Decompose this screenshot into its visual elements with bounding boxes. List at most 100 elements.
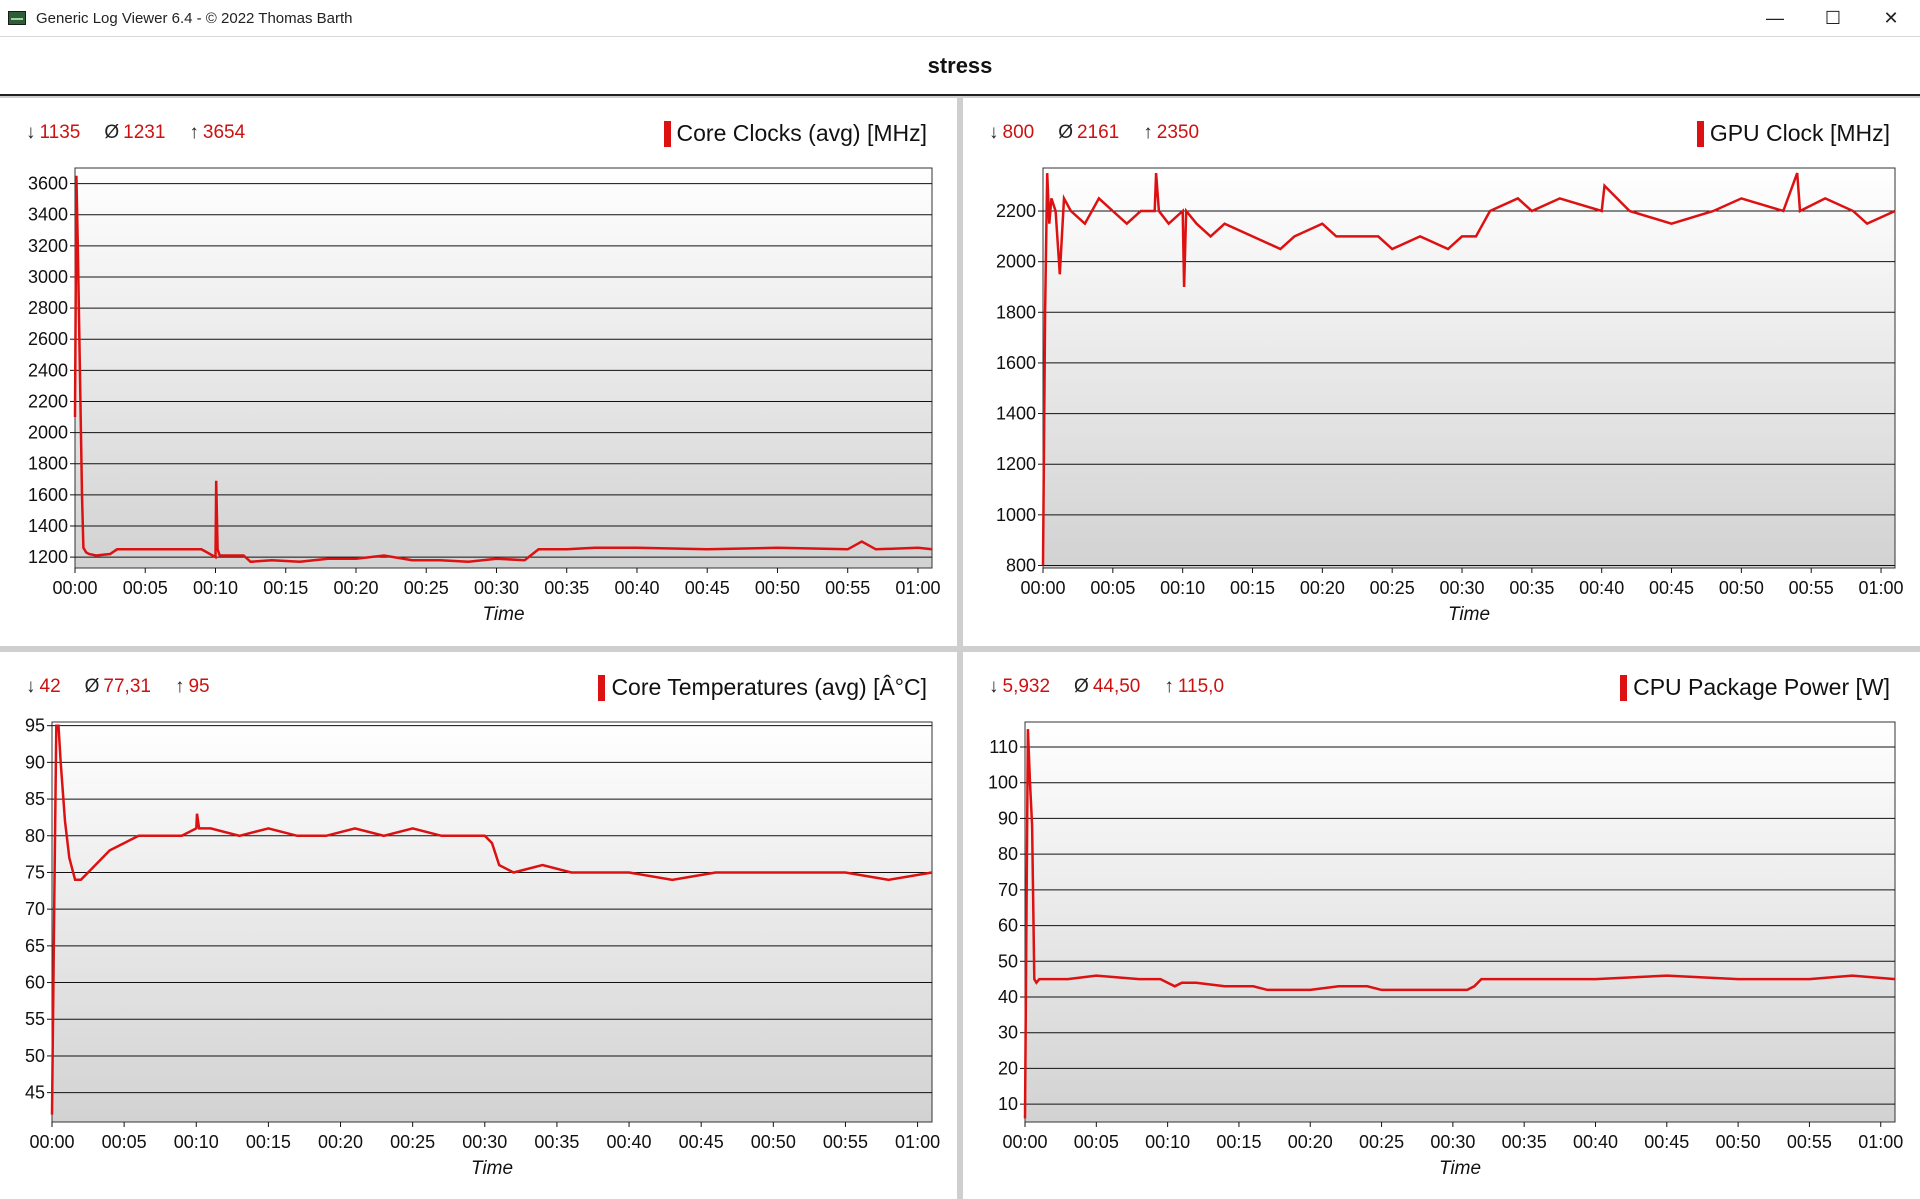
stat-max: ↑ 2350 — [1143, 122, 1199, 144]
stat-max-symbol: ↑ — [1164, 676, 1174, 697]
y-tick-label: 2600 — [28, 329, 68, 349]
y-tick-label: 2800 — [28, 298, 68, 318]
chart-title: Core Clocks (avg) [MHz] — [676, 120, 927, 146]
x-tick-label: 00:35 — [1509, 578, 1554, 598]
stats-row: ↓ 800 Ø 2161 ↑ 2350 — [989, 122, 1223, 144]
series-line — [1023, 729, 1896, 1119]
series-label: CPU Package Power [W] — [1620, 674, 1890, 701]
y-tick-label: 1800 — [996, 302, 1036, 322]
y-tick-label: 70 — [25, 899, 45, 919]
y-tick-label: 70 — [998, 880, 1018, 900]
x-tick-label: 00:00 — [52, 578, 97, 598]
stat-min: ↓ 42 — [26, 676, 61, 698]
y-tick-label: 800 — [1006, 555, 1036, 575]
series-color-swatch — [1696, 120, 1704, 147]
y-tick-label: 50 — [25, 1046, 45, 1066]
x-tick-label: 00:25 — [1370, 578, 1415, 598]
x-tick-label: 00:05 — [1074, 1132, 1119, 1152]
window-controls: — ☐ ✕ — [1746, 0, 1920, 36]
x-tick-label: 00:05 — [123, 578, 168, 598]
y-tick-label: 45 — [25, 1083, 45, 1103]
y-tick-label: 30 — [998, 1023, 1018, 1043]
stat-min-symbol: ↓ — [26, 122, 36, 143]
series-label: GPU Clock [MHz] — [1696, 120, 1890, 147]
y-tick-label: 2000 — [996, 252, 1036, 272]
y-tick-label: 60 — [25, 973, 45, 993]
stat-min: ↓ 800 — [989, 122, 1034, 144]
maximize-button[interactable]: ☐ — [1824, 7, 1842, 28]
x-tick-label: 00:15 — [1230, 578, 1275, 598]
x-tick-label: 00:50 — [751, 1132, 796, 1152]
x-tick-label: 00:30 — [1430, 1132, 1475, 1152]
x-tick-label: 00:00 — [1002, 1132, 1047, 1152]
x-tick-label: 00:50 — [755, 578, 800, 598]
x-tick-label: 00:25 — [1359, 1132, 1404, 1152]
minimize-button[interactable]: — — [1766, 7, 1784, 28]
y-tick-label: 90 — [25, 752, 45, 772]
stat-avg-symbol: Ø — [104, 122, 120, 143]
window-title: Generic Log Viewer 6.4 - © 2022 Thomas B… — [36, 9, 353, 27]
y-tick-label: 1400 — [28, 516, 68, 536]
y-tick-label: 1600 — [28, 485, 68, 505]
y-tick-label: 40 — [998, 987, 1018, 1007]
x-axis-label: Time — [471, 1158, 513, 1179]
plot-svg: 800 1000 1200 1400 1600 1800 2000 2200 00:00 00:0… — [996, 167, 1904, 625]
x-tick-label: 00:40 — [614, 578, 659, 598]
stat-min: ↓ 5,932 — [989, 676, 1050, 698]
y-tick-label: 1800 — [28, 454, 68, 474]
stat-min-value: 42 — [39, 676, 61, 697]
stat-avg: Ø 2161 — [1058, 122, 1119, 144]
plot-area — [74, 167, 933, 569]
stats-row: ↓ 5,932 Ø 44,50 ↑ 115,0 — [989, 676, 1248, 698]
y-tick-label: 1000 — [996, 505, 1036, 525]
stat-avg-value: 1231 — [123, 122, 166, 143]
stat-avg-symbol: Ø — [1058, 122, 1073, 143]
x-axis-label: Time — [1448, 604, 1490, 625]
y-tick-label: 80 — [25, 826, 45, 846]
y-tick-label: 60 — [998, 916, 1018, 936]
y-tick-label: 1600 — [996, 353, 1036, 373]
x-axis-label: Time — [1439, 1158, 1481, 1179]
y-tick-label: 2400 — [28, 360, 68, 380]
x-tick-label: 00:40 — [607, 1132, 652, 1152]
plot-svg: 1200 1400 1600 1800 2000 2200 2400 2600 2800 3000… — [28, 167, 940, 625]
x-tick-label: 00:50 — [1716, 1132, 1761, 1152]
x-tick-label: 00:45 — [1644, 1132, 1689, 1152]
series-label: Core Clocks (avg) [MHz] — [663, 120, 927, 147]
x-tick-label: 00:15 — [263, 578, 308, 598]
stat-min: ↓ 1135 — [26, 122, 80, 144]
y-tick-label: 20 — [998, 1058, 1018, 1078]
stat-min-symbol: ↓ — [989, 122, 999, 143]
x-tick-label: 00:30 — [474, 578, 519, 598]
y-tick-label: 1200 — [28, 547, 68, 567]
x-tick-label: 01:00 — [1858, 1132, 1903, 1152]
x-tick-label: 00:35 — [544, 578, 589, 598]
y-tick-label: 110 — [989, 737, 1018, 757]
stat-max-value: 2350 — [1156, 122, 1200, 143]
stat-min-value: 800 — [1002, 122, 1035, 143]
x-tick-label: 00:00 — [1020, 578, 1065, 598]
stat-min-value: 1135 — [39, 122, 81, 143]
stat-max: ↑ 115,0 — [1164, 676, 1224, 698]
stats-row: ↓ 1135 Ø 1231 ↑ 3654 — [26, 122, 269, 144]
stat-max: ↑ 95 — [175, 676, 210, 698]
series-line — [73, 175, 933, 564]
x-tick-label: 00:45 — [1649, 578, 1694, 598]
x-tick-label: 00:25 — [390, 1132, 435, 1152]
x-tick-label: 00:55 — [1789, 578, 1834, 598]
stat-min-value: 5,932 — [1002, 676, 1051, 697]
stat-min-symbol: ↓ — [26, 676, 36, 697]
close-button[interactable]: ✕ — [1883, 7, 1899, 28]
stat-avg: Ø 1231 — [104, 122, 165, 144]
y-tick-label: 95 — [25, 716, 45, 736]
x-tick-label: 00:10 — [1145, 1132, 1190, 1152]
x-tick-label: 00:30 — [1439, 578, 1484, 598]
y-tick-label: 2200 — [28, 391, 68, 411]
x-tick-label: 00:05 — [102, 1132, 147, 1152]
x-tick-label: 01:00 — [1859, 578, 1904, 598]
stats-row: ↓ 42 Ø 77,31 ↑ 95 — [26, 676, 234, 698]
x-tick-label: 00:20 — [1300, 578, 1345, 598]
y-tick-label: 3600 — [28, 174, 68, 194]
y-tick-label: 3200 — [28, 236, 68, 256]
y-tick-label: 80 — [998, 844, 1018, 864]
